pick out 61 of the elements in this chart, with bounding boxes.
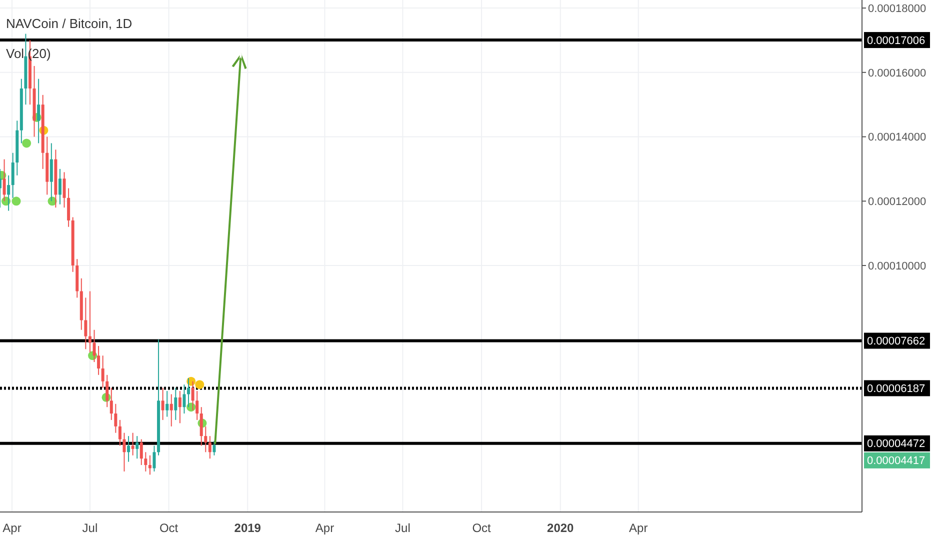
candlestick bbox=[170, 394, 173, 427]
candlestick bbox=[62, 172, 66, 208]
candlestick bbox=[97, 345, 100, 376]
point bbox=[195, 380, 204, 390]
candlestick bbox=[148, 454, 152, 476]
x-tick-label: Jul bbox=[395, 521, 410, 535]
candlestick bbox=[122, 432, 126, 472]
x-tick-label: Oct bbox=[472, 521, 492, 535]
y-tick-label: 0.00018000 bbox=[868, 2, 926, 15]
candlestick bbox=[166, 390, 169, 418]
candlestick bbox=[2, 158, 6, 202]
candlestick bbox=[101, 355, 104, 388]
y-tick-label: 0.00014000 bbox=[868, 132, 926, 144]
candlestick bbox=[127, 436, 130, 462]
point bbox=[22, 138, 32, 148]
x-tick-label: 2019 bbox=[234, 521, 262, 535]
candlestick bbox=[187, 378, 190, 408]
candlestick bbox=[50, 142, 53, 202]
candlestick bbox=[204, 426, 208, 453]
y-tick-label: 0.00012000 bbox=[868, 196, 926, 208]
candlestick bbox=[178, 390, 182, 424]
x-tick-label: Oct bbox=[159, 521, 179, 535]
candlestick bbox=[11, 152, 14, 198]
candlestick bbox=[182, 384, 186, 414]
text: NAVCoin / Bitcoin, 1D bbox=[6, 16, 132, 31]
ref-line-label: 0.00007662 bbox=[867, 336, 926, 348]
ref-line-label: 0.00017006 bbox=[867, 34, 926, 47]
x-tick-label: Jul bbox=[82, 521, 98, 535]
candlestick bbox=[114, 403, 118, 434]
candlestick bbox=[58, 168, 62, 205]
candlestick bbox=[136, 436, 139, 460]
candlestick bbox=[67, 188, 70, 228]
candlestick bbox=[191, 380, 194, 411]
candlestick bbox=[196, 390, 199, 420]
candlestick bbox=[37, 78, 40, 144]
text: 0.00004417 bbox=[867, 455, 926, 468]
candlestick bbox=[118, 419, 122, 446]
candlestick bbox=[84, 297, 88, 350]
ref-line-label: 0.00004472 bbox=[867, 438, 926, 450]
y-tick-label: 0.00010000 bbox=[868, 260, 926, 272]
candlestick bbox=[200, 406, 203, 446]
candlestick bbox=[106, 374, 109, 408]
candlestick bbox=[174, 387, 178, 420]
x-tick-label: Apr bbox=[315, 521, 334, 535]
candlestick bbox=[208, 436, 212, 460]
x-tick-label: Apr bbox=[2, 521, 22, 535]
candlestick bbox=[92, 329, 96, 363]
candlestick bbox=[7, 174, 10, 212]
candlestick bbox=[131, 432, 134, 456]
candlestick bbox=[140, 438, 143, 466]
y-tick-label: 0.00016000 bbox=[868, 67, 926, 80]
candlestick bbox=[152, 445, 156, 472]
ref-line-label: 0.00006187 bbox=[867, 383, 926, 396]
candlestick bbox=[110, 387, 113, 420]
point bbox=[12, 196, 21, 206]
x-tick-label: 2020 bbox=[547, 521, 574, 535]
candlestick bbox=[88, 290, 92, 353]
x-tick-label: Apr bbox=[629, 521, 648, 535]
candlestick bbox=[212, 440, 216, 456]
candlestick bbox=[144, 452, 148, 472]
candlestick bbox=[161, 387, 164, 420]
